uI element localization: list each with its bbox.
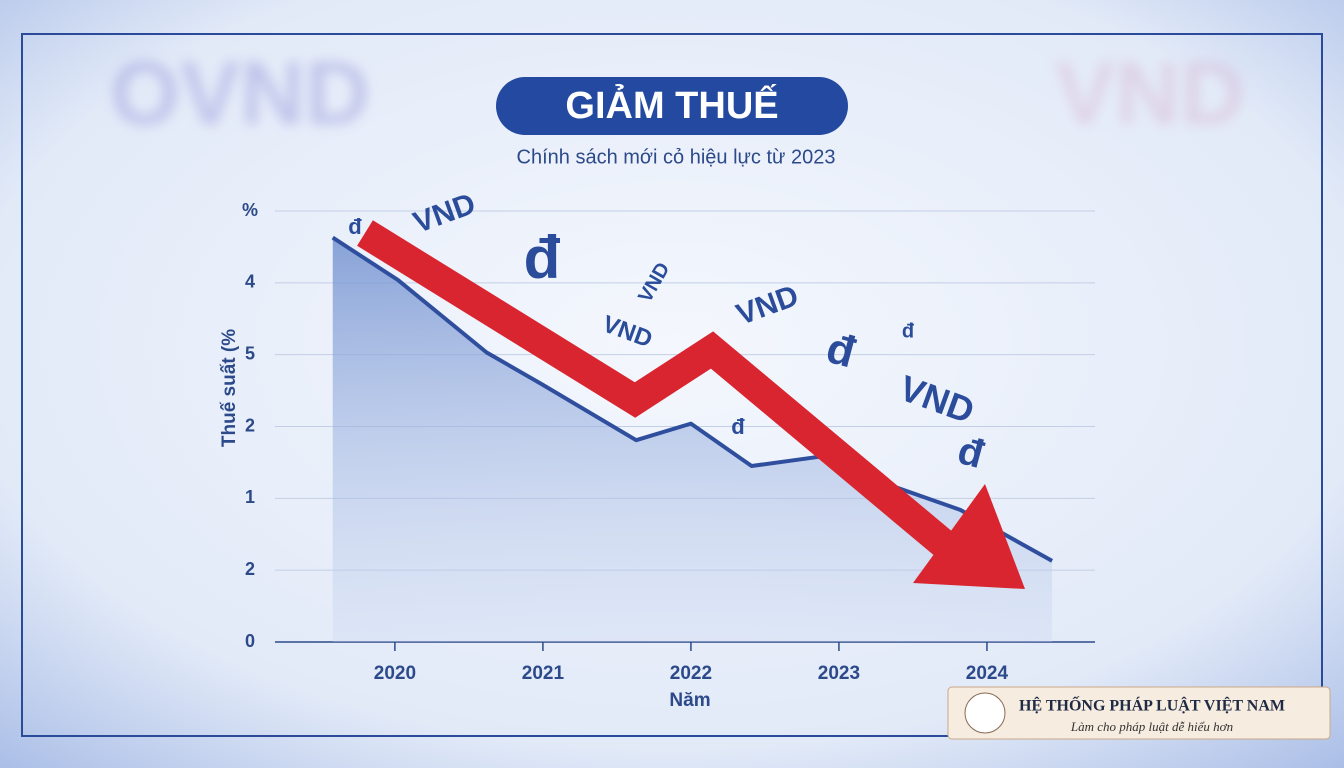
logo-tagline: Làm cho pháp luật dễ hiểu hơn: [1070, 719, 1233, 734]
y-tick-label: 5: [245, 343, 255, 363]
trend-arrow-head: [913, 484, 1025, 589]
y-tick-label: 4: [245, 272, 255, 292]
y-tick-label: 2: [245, 415, 255, 435]
y-tick-label: 2: [245, 559, 255, 579]
x-tick-label: 2023: [818, 663, 860, 684]
y-axis-label: Thuế suất (%: [219, 329, 240, 447]
frame: [21, 33, 1323, 737]
decoration-word: đ: [902, 320, 915, 342]
logo-title: HỆ THỐNG PHÁP LUẬT VIỆT NAM: [1019, 695, 1285, 715]
trend-arrow: [357, 220, 955, 557]
x-tick-label: 2021: [522, 663, 565, 684]
x-tick-label: 2022: [670, 663, 712, 684]
y-tick-label: %: [242, 200, 258, 220]
x-axis-label: Năm: [669, 690, 710, 711]
chart-title: GIẢM THUẾ: [565, 83, 778, 127]
x-tick-label: 2020: [374, 663, 416, 684]
logo-icon: [964, 692, 1006, 734]
decoration-word: đ: [524, 224, 561, 291]
area-fill: [332, 237, 1053, 642]
data-line: [331, 235, 1054, 563]
background-word: VND: [1055, 44, 1245, 144]
chart-subtitle: Chính sách mới cỏ hiệu lực từ 2023: [517, 146, 836, 168]
x-tick-label: 2024: [966, 663, 1009, 684]
decoration-word: đ: [348, 214, 362, 239]
y-tick-label: 1: [245, 487, 255, 507]
decoration-word: đ: [731, 414, 745, 439]
y-tick-label: 0: [245, 631, 255, 651]
title-pill: [496, 77, 848, 135]
logo-box: [947, 686, 1331, 740]
background-word: OVND: [110, 44, 370, 144]
logo: HỆ THỐNG PHÁP LUẬT VIỆT NAM Làm cho pháp…: [947, 686, 1331, 740]
